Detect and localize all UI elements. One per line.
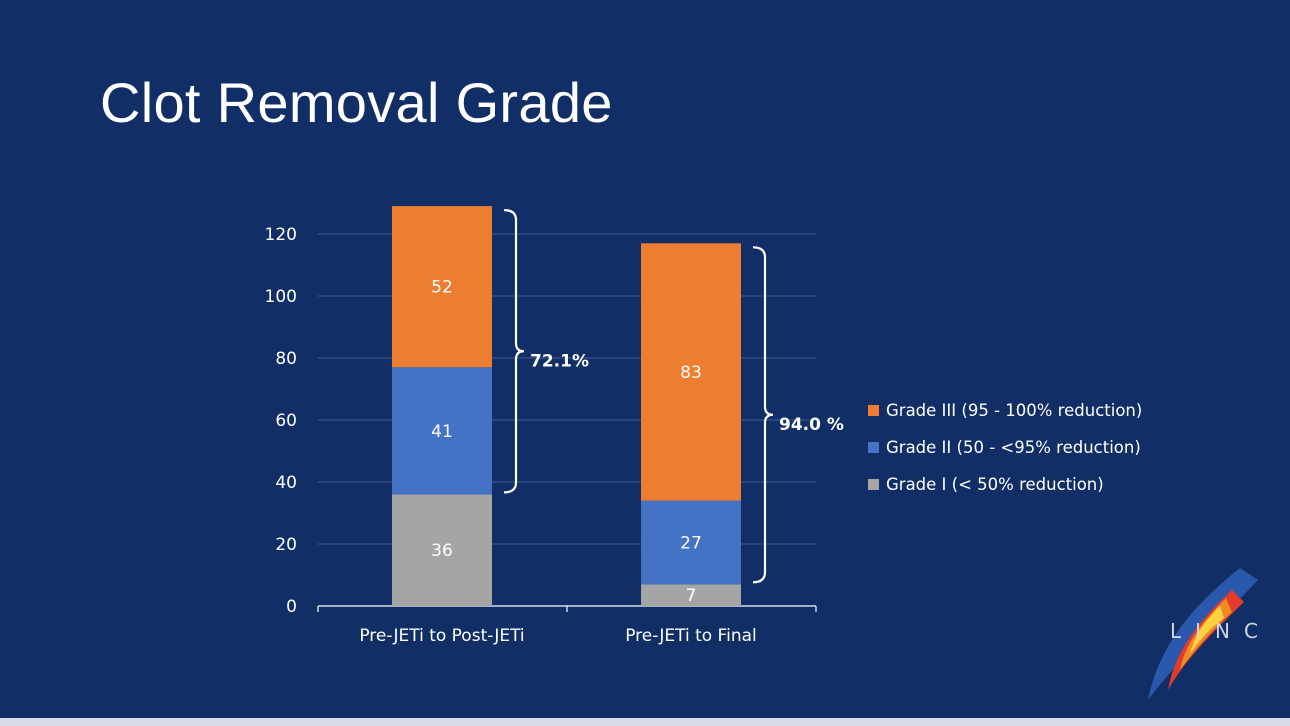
chart-legend: Grade III (95 - 100% reduction) Grade II… [868, 392, 1142, 503]
legend-label-grade-ii: Grade II (50 - <95% reduction) [886, 438, 1141, 457]
legend-swatch-grade-ii [868, 442, 879, 453]
y-tick-label: 20 [275, 535, 297, 555]
bar-segment [392, 494, 492, 606]
y-tick-label: 0 [286, 597, 297, 617]
bar-segment [392, 367, 492, 495]
linc-flame-logo-icon [1148, 568, 1258, 700]
legend-swatch-grade-iii [868, 405, 879, 416]
y-tick-label: 80 [275, 349, 297, 369]
bar-segment [641, 584, 741, 606]
legend-item-grade-ii: Grade II (50 - <95% reduction) [868, 429, 1142, 466]
bar-data-label: 41 [431, 422, 453, 442]
slide-title: Clot Removal Grade [100, 71, 613, 134]
y-tick-label: 60 [275, 411, 297, 431]
y-tick-label: 40 [275, 473, 297, 493]
bar-segment [641, 243, 741, 501]
y-tick-label: 100 [265, 287, 297, 307]
brace-annotation-label: 72.1% [530, 351, 589, 371]
bottom-bar [0, 718, 1290, 726]
legend-label-grade-i: Grade I (< 50% reduction) [886, 475, 1104, 494]
legend-item-grade-iii: Grade III (95 - 100% reduction) [868, 392, 1142, 429]
bar-data-label: 27 [680, 533, 702, 553]
legend-label-grade-iii: Grade III (95 - 100% reduction) [886, 401, 1143, 420]
bar-segment [641, 500, 741, 585]
legend-swatch-grade-i [868, 479, 879, 490]
bar-segment [392, 206, 492, 368]
x-tick-label: Pre-JETi to Post-JETi [359, 626, 524, 646]
brace-annotation [503, 209, 525, 494]
x-tick-label: Pre-JETi to Final [625, 626, 757, 646]
bar-data-label: 52 [431, 278, 453, 298]
brace-annotation [752, 246, 774, 584]
logo-text: LINC [1170, 619, 1272, 643]
legend-item-grade-i: Grade I (< 50% reduction) [868, 466, 1142, 503]
bar-data-label: 36 [431, 541, 453, 561]
bar-data-label: 7 [686, 586, 697, 606]
brace-annotation-label: 94.0 % [779, 415, 844, 435]
y-tick-label: 120 [265, 225, 297, 245]
bar-data-label: 83 [680, 363, 702, 383]
